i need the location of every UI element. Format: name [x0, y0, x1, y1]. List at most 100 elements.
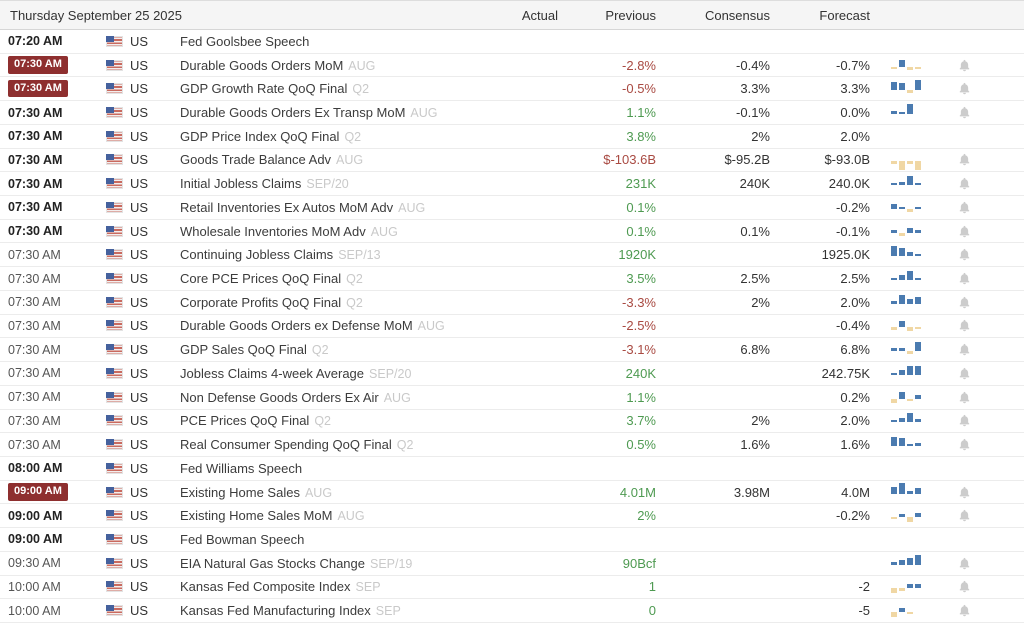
bell-icon[interactable]: [958, 272, 971, 285]
calendar-row: 07:30 AM US Wholesale Inventories MoM Ad…: [0, 220, 1024, 244]
bell-icon[interactable]: [958, 106, 971, 119]
event-name[interactable]: Fed Goolsbee Speech: [180, 33, 310, 49]
bell-icon[interactable]: [958, 343, 971, 356]
event-name[interactable]: Durable Goods Orders Ex Transp MoM AUG: [180, 105, 438, 121]
bell-cell: [940, 580, 1024, 593]
previous-value[interactable]: 2%: [637, 508, 656, 524]
sparkline-chart[interactable]: [878, 173, 940, 194]
bell-icon[interactable]: [958, 604, 971, 617]
bell-icon[interactable]: [958, 153, 971, 166]
sparkline-chart[interactable]: [878, 31, 940, 52]
previous-value[interactable]: 90Bcf: [622, 555, 656, 571]
event-name[interactable]: Retail Inventories Ex Autos MoM Adv AUG: [180, 199, 426, 215]
sparkline-chart[interactable]: [878, 315, 940, 336]
previous-value[interactable]: 4.01M: [619, 484, 656, 500]
bell-icon[interactable]: [958, 391, 971, 404]
event-name[interactable]: Kansas Fed Composite Index SEP: [180, 579, 381, 595]
previous-value[interactable]: 1920K: [618, 247, 656, 263]
previous-value[interactable]: 0.5%: [626, 437, 656, 453]
sparkline-chart[interactable]: [878, 102, 940, 123]
bell-icon[interactable]: [958, 296, 971, 309]
previous-value[interactable]: 231K: [625, 176, 656, 192]
previous-value[interactable]: -2.8%: [622, 57, 656, 73]
bell-icon[interactable]: [958, 367, 971, 380]
sparkline-chart[interactable]: [878, 197, 940, 218]
previous-value[interactable]: -3.1%: [622, 342, 656, 358]
event-name[interactable]: PCE Prices QoQ Final Q2: [180, 413, 332, 429]
event-name[interactable]: GDP Price Index QoQ Final Q2: [180, 128, 362, 144]
previous-value[interactable]: 1.1%: [626, 105, 656, 121]
event-name[interactable]: Durable Goods Orders MoM AUG: [180, 57, 376, 73]
previous-value[interactable]: 3.8%: [626, 128, 656, 144]
event-name[interactable]: GDP Sales QoQ Final Q2: [180, 342, 329, 358]
event-name[interactable]: Kansas Fed Manufacturing Index SEP: [180, 603, 401, 619]
sparkline-chart[interactable]: [878, 576, 940, 597]
sparkline-chart[interactable]: [878, 221, 940, 242]
reference-period: Q2: [314, 414, 332, 429]
sparkline-chart[interactable]: [878, 126, 940, 147]
bell-icon[interactable]: [958, 59, 971, 72]
bell-icon[interactable]: [958, 438, 971, 451]
event-name[interactable]: Wholesale Inventories MoM Adv AUG: [180, 223, 398, 239]
bell-icon[interactable]: [958, 201, 971, 214]
event-name[interactable]: Existing Home Sales AUG: [180, 484, 333, 500]
sparkline-chart[interactable]: [878, 600, 940, 621]
sparkline-chart[interactable]: [878, 149, 940, 171]
event-name[interactable]: Goods Trade Balance Adv AUG: [180, 152, 364, 168]
country-label: US: [130, 271, 149, 287]
previous-value[interactable]: 1.1%: [626, 389, 656, 405]
bell-icon[interactable]: [958, 225, 971, 238]
sparkline-chart[interactable]: [878, 482, 940, 503]
bell-icon[interactable]: [958, 580, 971, 593]
previous-value[interactable]: 0: [648, 603, 656, 619]
previous-value[interactable]: -2.5%: [622, 318, 656, 334]
event-name[interactable]: Fed Williams Speech: [180, 460, 303, 476]
sparkline-chart[interactable]: [878, 244, 940, 265]
previous-value[interactable]: -0.5%: [622, 81, 656, 97]
sparkline-chart[interactable]: [878, 434, 940, 455]
bell-icon[interactable]: [958, 486, 971, 499]
sparkline-chart[interactable]: [878, 529, 940, 550]
previous-value[interactable]: 0.1%: [626, 223, 656, 239]
event-name[interactable]: Initial Jobless Claims SEP/20: [180, 176, 349, 192]
event-name[interactable]: Non Defense Goods Orders Ex Air AUG: [180, 389, 411, 405]
bell-icon[interactable]: [958, 319, 971, 332]
sparkline-chart[interactable]: [878, 363, 940, 384]
previous-value[interactable]: 0.1%: [626, 199, 656, 215]
country-label: US: [130, 247, 149, 263]
event-name[interactable]: Core PCE Prices QoQ Final Q2: [180, 271, 363, 287]
previous-value[interactable]: 3.7%: [626, 413, 656, 429]
event-name[interactable]: Fed Bowman Speech: [180, 531, 305, 547]
previous-value[interactable]: 240K: [625, 365, 656, 381]
event-name[interactable]: Durable Goods Orders ex Defense MoM AUG: [180, 318, 445, 334]
event-name[interactable]: Corporate Profits QoQ Final Q2: [180, 294, 363, 310]
event-name[interactable]: EIA Natural Gas Stocks Change SEP/19: [180, 555, 413, 571]
sparkline-chart[interactable]: [878, 410, 940, 431]
sparkline-chart[interactable]: [878, 78, 940, 99]
event-name[interactable]: GDP Growth Rate QoQ Final Q2: [180, 81, 370, 97]
sparkline-chart[interactable]: [878, 553, 940, 574]
sparkline-chart[interactable]: [878, 55, 940, 76]
previous-value[interactable]: $-103.6B: [603, 152, 656, 168]
sparkline-chart[interactable]: [878, 387, 940, 408]
bell-cell: [940, 106, 1024, 119]
sparkline-chart[interactable]: [878, 505, 940, 526]
event-name[interactable]: Continuing Jobless Claims SEP/13: [180, 247, 381, 263]
bell-icon[interactable]: [958, 557, 971, 570]
sparkline-chart[interactable]: [878, 339, 940, 360]
previous-value[interactable]: 3.5%: [626, 271, 656, 287]
bell-icon[interactable]: [958, 414, 971, 427]
bell-icon[interactable]: [958, 82, 971, 95]
sparkline-chart[interactable]: [878, 458, 940, 479]
event-name[interactable]: Real Consumer Spending QoQ Final Q2: [180, 437, 414, 453]
sparkline-chart[interactable]: [878, 268, 940, 289]
bell-icon[interactable]: [958, 177, 971, 190]
previous-value[interactable]: 1: [648, 579, 656, 595]
bell-icon[interactable]: [958, 509, 971, 522]
event-name[interactable]: Existing Home Sales MoM AUG: [180, 508, 365, 524]
event-name[interactable]: Jobless Claims 4-week Average SEP/20: [180, 365, 412, 381]
previous-value[interactable]: -3.3%: [622, 294, 656, 310]
sparkline-chart[interactable]: [878, 292, 940, 313]
bell-icon[interactable]: [958, 248, 971, 261]
country-cell: US: [100, 152, 180, 167]
